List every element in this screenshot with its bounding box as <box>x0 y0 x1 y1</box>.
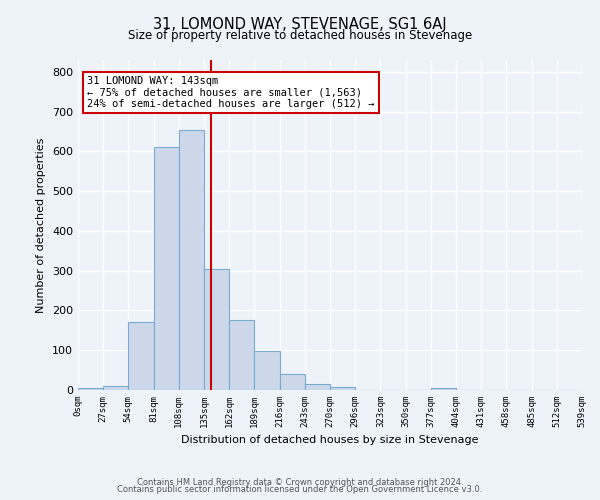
X-axis label: Distribution of detached houses by size in Stevenage: Distribution of detached houses by size … <box>181 436 479 446</box>
Text: Contains public sector information licensed under the Open Government Licence v3: Contains public sector information licen… <box>118 485 482 494</box>
Bar <box>154 148 179 390</box>
Bar <box>330 387 355 390</box>
Bar <box>254 352 280 390</box>
Bar <box>229 320 254 390</box>
Bar <box>179 130 204 390</box>
Bar <box>103 386 128 390</box>
Bar <box>431 388 456 390</box>
Text: Size of property relative to detached houses in Stevenage: Size of property relative to detached ho… <box>128 29 472 42</box>
Y-axis label: Number of detached properties: Number of detached properties <box>37 138 46 312</box>
Bar <box>280 374 305 390</box>
Text: Contains HM Land Registry data © Crown copyright and database right 2024.: Contains HM Land Registry data © Crown c… <box>137 478 463 487</box>
Bar <box>128 322 154 390</box>
Bar <box>78 388 103 390</box>
Text: 31 LOMOND WAY: 143sqm
← 75% of detached houses are smaller (1,563)
24% of semi-d: 31 LOMOND WAY: 143sqm ← 75% of detached … <box>88 76 375 109</box>
Bar <box>204 268 229 390</box>
Bar <box>305 384 330 390</box>
Text: 31, LOMOND WAY, STEVENAGE, SG1 6AJ: 31, LOMOND WAY, STEVENAGE, SG1 6AJ <box>153 18 447 32</box>
